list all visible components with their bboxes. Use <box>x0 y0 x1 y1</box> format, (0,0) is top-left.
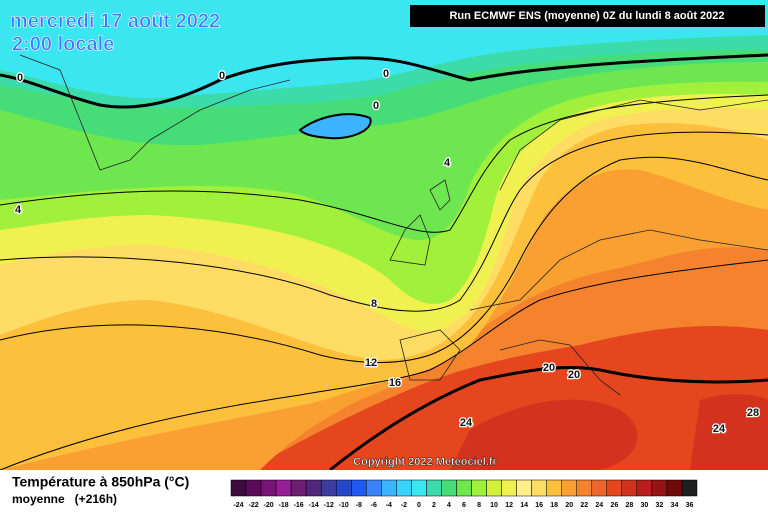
color-swatch <box>531 479 547 497</box>
isotherm-4 <box>0 94 768 233</box>
colorbar-label: 34 <box>671 502 679 509</box>
color-swatch <box>335 479 352 497</box>
run-box <box>410 5 765 27</box>
cold-pocket <box>298 113 372 140</box>
band-26 <box>450 399 638 470</box>
contour-label: 20 <box>568 369 580 381</box>
color-swatch <box>260 479 277 497</box>
colorbar-label: 8 <box>477 502 481 509</box>
colorbar-label: -22 <box>248 502 258 509</box>
color-swatch <box>305 479 322 497</box>
color-swatch <box>681 479 698 497</box>
contour-label: 0 <box>219 70 225 82</box>
color-swatch <box>591 479 608 497</box>
freezing-line <box>0 53 768 109</box>
color-swatch <box>396 479 412 497</box>
isotherm-16 <box>0 259 768 471</box>
color-swatch <box>411 479 427 497</box>
contour-labels: 0 0 0 0 4 4 8 12 16 20 20 24 24 28 <box>14 67 761 437</box>
colorbar-label: 0 <box>417 502 421 509</box>
contour-label: 16 <box>389 377 401 389</box>
run-info: Run ECMWF ENS (moyenne) 0Z du lundi 8 ao… <box>449 10 724 22</box>
color-swatch <box>546 479 562 497</box>
contour-label: 12 <box>365 357 377 369</box>
copyright: Copyright 2022 Meteociel.fr <box>353 456 497 468</box>
colorbar-label: -10 <box>339 502 349 509</box>
colorbar: -24 -22 -20 -18 -16 -14 -12 -10 -8 -6 -4 -2 0 2 4 6 8 10 1… <box>230 479 698 509</box>
colorbar-label: 16 <box>535 502 543 509</box>
color-swatch <box>621 479 638 497</box>
colorbar-label: 6 <box>462 502 466 509</box>
greenland-coast <box>19 54 291 171</box>
contour-label: 28 <box>747 407 759 419</box>
colorbar-label: -18 <box>279 502 289 509</box>
colorbar-label: 10 <box>490 502 498 509</box>
colorbar-label: -24 <box>233 502 243 509</box>
color-swatch <box>651 479 668 497</box>
colorbar-label: -8 <box>356 502 362 509</box>
color-swatch <box>456 479 472 497</box>
colorbar-label: 28 <box>625 502 633 509</box>
colorbar-label: -12 <box>324 502 334 509</box>
legend-title: Température à 850hPa (°C) <box>12 474 189 490</box>
legend-subtitle: moyenne (+216h) <box>12 492 117 506</box>
colorbar-label: 12 <box>505 502 513 509</box>
color-swatch <box>441 479 457 497</box>
colorbar-label: 32 <box>656 502 664 509</box>
colorbar-label: 18 <box>550 502 558 509</box>
color-swatch <box>471 479 487 497</box>
color-swatch <box>381 479 397 497</box>
color-swatch <box>275 479 292 497</box>
isotherm-12 <box>0 156 768 363</box>
color-swatch <box>320 479 337 497</box>
color-swatch <box>576 479 593 497</box>
coastlines <box>389 99 768 396</box>
color-swatch <box>351 479 367 497</box>
color-swatch <box>516 479 532 497</box>
colorbar-label: -4 <box>386 502 392 509</box>
contour-label: 8 <box>371 298 377 310</box>
map-time: 2:00 locale <box>12 33 114 55</box>
color-swatch <box>501 479 517 497</box>
colorbar-label: -14 <box>309 502 319 509</box>
color-swatch <box>606 479 623 497</box>
contour-label: 0 <box>17 72 23 84</box>
band-26-east <box>690 394 768 470</box>
color-swatch <box>230 479 247 497</box>
isotherm-20 <box>329 365 768 472</box>
colorbar-label: 24 <box>595 502 603 509</box>
contour-label: 20 <box>543 362 555 374</box>
contour-label: 4 <box>15 204 22 216</box>
colorbar-label: -2 <box>401 502 407 509</box>
colorbar-label: 30 <box>640 502 648 509</box>
contour-label: 24 <box>460 417 473 429</box>
colorbar-label: -16 <box>294 502 304 509</box>
color-swatch <box>636 479 653 497</box>
colorbar-label: 36 <box>686 502 694 509</box>
contour-label: 24 <box>713 423 726 435</box>
color-swatch <box>666 479 683 497</box>
color-swatch <box>426 479 442 497</box>
colorbar-label: -20 <box>264 502 274 509</box>
color-swatch <box>290 479 307 497</box>
map-date: mercredi 17 août 2022 <box>10 10 220 32</box>
contour-label: 0 <box>383 68 389 80</box>
isotherm-8 <box>0 131 768 312</box>
colorbar-label: 20 <box>565 502 573 509</box>
contour-label: 0 <box>373 100 379 112</box>
colorbar-label: 26 <box>610 502 618 509</box>
color-swatch <box>561 479 577 497</box>
color-swatch <box>486 479 502 497</box>
color-swatch <box>366 479 382 497</box>
color-swatch <box>245 479 262 497</box>
colorbar-label: 22 <box>580 502 588 509</box>
contour-label: 4 <box>444 157 451 169</box>
colorbar-label: 4 <box>447 502 451 509</box>
colorbar-label: 14 <box>520 502 528 509</box>
colorbar-label: -6 <box>371 502 377 509</box>
colorbar-label: 2 <box>432 502 436 509</box>
